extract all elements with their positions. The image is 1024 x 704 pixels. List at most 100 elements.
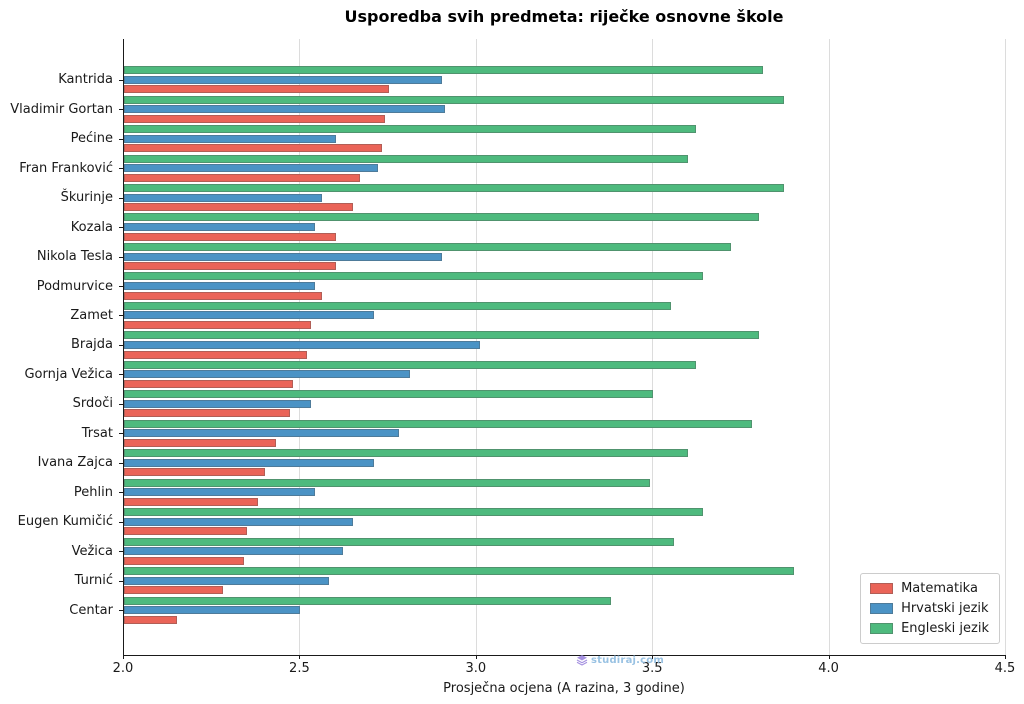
y-label-row: Vladimir Gortan (0, 94, 123, 123)
y-tick-label: Kantrida (58, 72, 113, 88)
bar-engleski-jezik (124, 184, 784, 193)
bar-hrvatski-jezik (124, 429, 400, 438)
x-axis-ticks: 2.0 2.5 3.0 3.5 4.0 4.5 (113, 655, 1015, 679)
bar-matematika (124, 527, 248, 536)
bar-group-Škurinje (124, 183, 1006, 212)
bar-group-Brajda (124, 330, 1006, 359)
gridline (1005, 39, 1006, 655)
plot-area: Matematika Hrvatski jezik Engleski jezik (123, 39, 1006, 656)
x-tick-label: 2.5 (289, 661, 310, 676)
bar-engleski-jezik (124, 537, 675, 546)
x-axis-title: Prosječna ocjena (A razina, 3 godine) (443, 681, 685, 696)
bar-matematika (124, 468, 266, 477)
y-tick-label: Eugen Kumičić (17, 514, 113, 530)
bar-engleski-jezik (124, 331, 760, 340)
bar-hrvatski-jezik (124, 547, 343, 556)
y-label-row: Kantrida (0, 65, 123, 94)
y-label-row: Turnić (0, 566, 123, 595)
y-label-row: Pehlin (0, 478, 123, 507)
bar-matematika (124, 262, 336, 271)
bar-group-Turnić (124, 566, 1006, 595)
studiraj-logo-icon (576, 655, 588, 666)
bar-matematika (124, 291, 322, 300)
bar-group-Trsat (124, 419, 1006, 448)
bar-group-Kantrida (124, 65, 1006, 94)
y-tick-mark (119, 374, 123, 376)
y-label-row: Zamet (0, 301, 123, 330)
y-label-row: Srdoči (0, 389, 123, 418)
y-tick-mark (119, 610, 123, 612)
y-label-row: Trsat (0, 419, 123, 448)
bar-hrvatski-jezik (124, 517, 354, 526)
y-tick-label: Turnić (74, 573, 113, 589)
y-tick-label: Brajda (70, 337, 113, 353)
bar-matematika (124, 203, 354, 212)
bar-group-Centar (124, 595, 1006, 624)
bar-hrvatski-jezik (124, 223, 315, 232)
x-tick-label: 4.5 (994, 661, 1016, 676)
bar-engleski-jezik (124, 419, 752, 428)
bar-engleski-jezik (124, 567, 795, 576)
bar-groups (124, 39, 1006, 655)
x-tick-mark (828, 655, 830, 659)
bar-group-Pehlin (124, 478, 1006, 507)
legend-swatch (870, 583, 894, 594)
bar-matematika (124, 114, 386, 123)
y-tick-mark (119, 79, 123, 81)
legend-label: Hrvatski jezik (901, 601, 989, 616)
bar-matematika (124, 173, 361, 182)
bar-group-Vladimir Gortan (124, 94, 1006, 123)
bar-engleski-jezik (124, 301, 671, 310)
y-axis-labels: Kantrida Vladimir Gortan Pećine Fran Franko… (0, 39, 123, 655)
bar-engleski-jezik (124, 66, 763, 75)
y-label-row: Gornja Vežica (0, 360, 123, 389)
y-tick-label: Vežica (71, 543, 113, 559)
y-tick-mark (119, 551, 123, 553)
y-tick-mark (119, 227, 123, 229)
x-tick-mark (123, 655, 124, 659)
x-tick-mark (475, 655, 477, 659)
y-tick-label: Trsat (81, 425, 113, 441)
y-tick-mark (119, 109, 123, 111)
bar-hrvatski-jezik (124, 193, 322, 202)
legend-label: Engleski jezik (901, 621, 989, 636)
bar-group-Zamet (124, 301, 1006, 330)
bar-hrvatski-jezik (124, 488, 315, 497)
bar-group-Pećine (124, 124, 1006, 153)
y-tick-label: Nikola Tesla (36, 249, 113, 265)
y-tick-mark (119, 403, 123, 405)
bar-hrvatski-jezik (124, 252, 442, 261)
bar-hrvatski-jezik (124, 75, 442, 84)
y-tick-mark (119, 521, 123, 523)
bar-matematika (124, 232, 336, 241)
bar-hrvatski-jezik (124, 164, 379, 173)
x-tick-mark (1005, 655, 1006, 659)
gridline (652, 39, 654, 655)
bar-group-Eugen Kumičić (124, 507, 1006, 536)
y-tick-label: Pehlin (73, 484, 113, 500)
y-label-row: Centar (0, 595, 123, 624)
bar-group-Nikola Tesla (124, 242, 1006, 271)
bar-matematika (124, 85, 389, 94)
x-tick-label: 3.5 (641, 661, 663, 676)
bar-engleski-jezik (124, 272, 703, 281)
legend: Matematika Hrvatski jezik Engleski jezik (860, 573, 1000, 644)
bar-hrvatski-jezik (124, 399, 311, 408)
bar-matematika (124, 556, 244, 565)
bar-matematika (124, 409, 290, 418)
y-tick-label: Centar (69, 602, 113, 618)
bar-hrvatski-jezik (124, 105, 446, 114)
bar-group-Srdoči (124, 389, 1006, 418)
y-label-row: Podmurvice (0, 271, 123, 300)
bar-group-Podmurvice (124, 271, 1006, 300)
legend-label: Matematika (901, 581, 978, 596)
bar-engleski-jezik (124, 125, 696, 134)
bar-engleski-jezik (124, 478, 650, 487)
bar-hrvatski-jezik (124, 134, 336, 143)
y-label-row: Škurinje (0, 183, 123, 212)
x-tick-label: 3.0 (465, 661, 487, 676)
bar-engleski-jezik (124, 449, 689, 458)
bar-group-Kozala (124, 212, 1006, 241)
bar-hrvatski-jezik (124, 458, 375, 467)
y-tick-label: Škurinje (60, 190, 113, 206)
